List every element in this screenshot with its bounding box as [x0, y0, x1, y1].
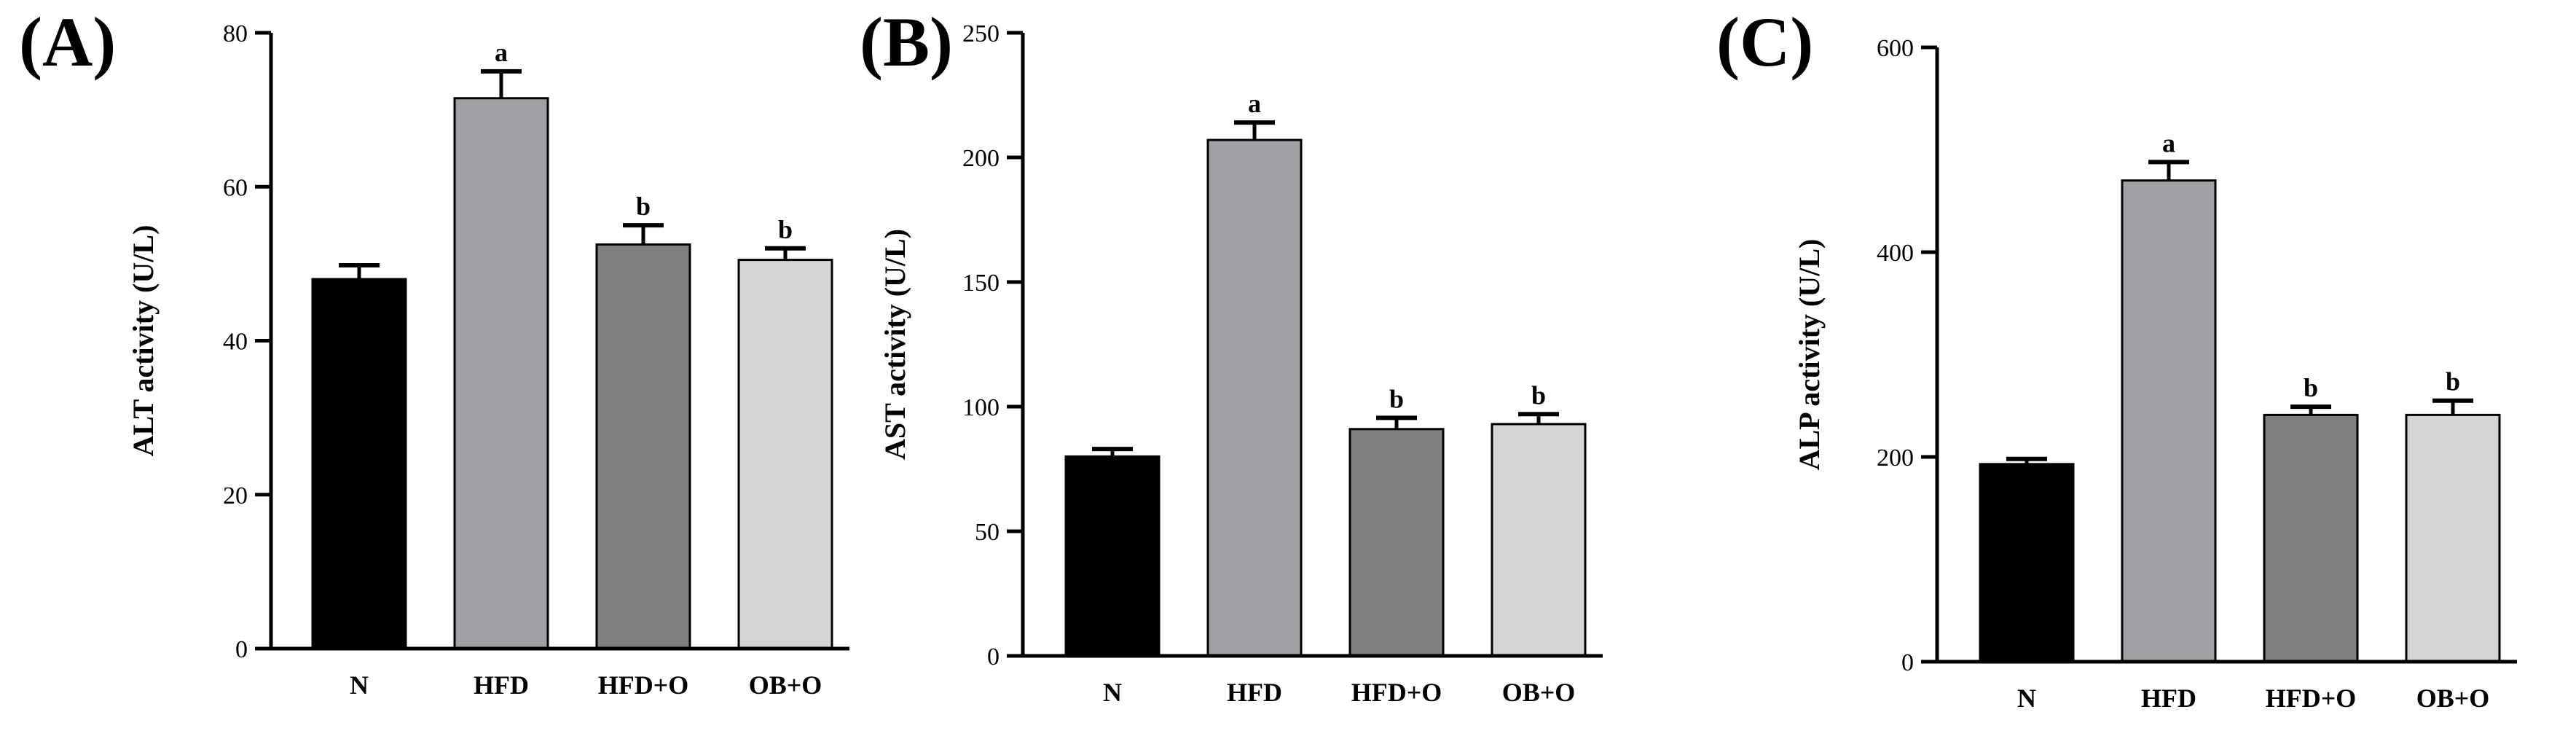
y-axis-title: ALP activity (U/L) [1793, 239, 1826, 471]
bar-ob-o [737, 259, 833, 650]
significance-label: b [778, 215, 793, 244]
bar-ob-o [2405, 413, 2501, 663]
y-axis-title: ALT activity (U/L) [127, 225, 160, 457]
panel-letter: (C) [1716, 3, 1814, 81]
category-label: HFD [1227, 678, 1282, 707]
category-label: HFD [2141, 684, 2196, 713]
error-bar [1518, 412, 1559, 424]
significance-label: a [1248, 89, 1261, 118]
y-tick-label: 250 [962, 20, 1000, 47]
y-tick-label: 20 [223, 482, 248, 509]
y-tick-label: 150 [962, 270, 1000, 297]
category-label: HFD+O [1351, 678, 1442, 707]
bar-hfd-o [595, 243, 691, 650]
category-label: HFD+O [2266, 684, 2357, 713]
error-bar [481, 69, 522, 98]
error-bar [2432, 398, 2473, 415]
error-bar [2290, 404, 2331, 415]
y-tick-label: 0 [235, 636, 248, 663]
category-label: N [1103, 678, 1122, 707]
error-bar [2006, 456, 2047, 464]
y-tick-label: 60 [223, 174, 248, 201]
bar-hfd [453, 97, 549, 650]
error-bar [1376, 415, 1417, 429]
chart-svg: Na HFD b HFD+O b OB+O 0 200 400 600 ALP activity (… [1793, 35, 2517, 713]
error-bar [1234, 120, 1275, 141]
bar-hfd [1206, 138, 1303, 657]
bar-hfd-o [2263, 413, 2359, 663]
y-tick-label: 600 [1877, 35, 1914, 62]
bar-hfd [2121, 179, 2217, 663]
significance-label: b [2446, 367, 2460, 396]
category-label: OB+O [1502, 678, 1576, 707]
y-tick-label: 0 [1901, 649, 1914, 676]
significance-label: b [1531, 380, 1546, 410]
bar-ob-o [1491, 423, 1587, 657]
error-bar [2148, 160, 2189, 181]
chart-svg: Na HFD b HFD+O b OB+O 0 20 40 60 80 ALT activity (U… [127, 20, 849, 700]
y-tick-label: 200 [1877, 445, 1914, 472]
y-axis-title: AST activity (U/L) [879, 229, 911, 460]
y-tick-label: 40 [223, 329, 248, 356]
category-label: HFD [474, 670, 529, 700]
category-label: OB+O [2416, 684, 2490, 713]
bar-n [311, 278, 407, 650]
y-tick-label: 400 [1877, 240, 1914, 267]
error-bar [623, 223, 664, 245]
error-bar [339, 262, 380, 279]
y-tick-label: 200 [962, 145, 1000, 172]
significance-label: a [495, 38, 508, 67]
error-bar [1092, 447, 1133, 457]
category-label: N [2017, 684, 2036, 713]
significance-label: a [2162, 128, 2175, 157]
significance-label: b [636, 192, 651, 221]
y-tick-label: 50 [975, 519, 1000, 546]
error-bar [765, 246, 806, 260]
bar-hfd-o [1348, 428, 1445, 657]
chart-svg: Na HFD b HFD+O b OB+O 0 50 100 150 200 250 AST activ… [879, 20, 1603, 707]
significance-label: b [2304, 373, 2318, 402]
category-label: OB+O [749, 670, 822, 700]
y-tick-label: 100 [962, 394, 1000, 421]
category-label: HFD+O [598, 670, 689, 700]
significance-label: b [1389, 384, 1404, 413]
y-tick-label: 0 [987, 643, 1000, 670]
panel-letter: (B) [860, 3, 953, 81]
category-label: N [350, 670, 369, 700]
bar-n [1064, 455, 1161, 657]
bar-n [1979, 463, 2075, 663]
panel-letter: (A) [19, 3, 117, 81]
y-tick-label: 80 [223, 20, 248, 47]
